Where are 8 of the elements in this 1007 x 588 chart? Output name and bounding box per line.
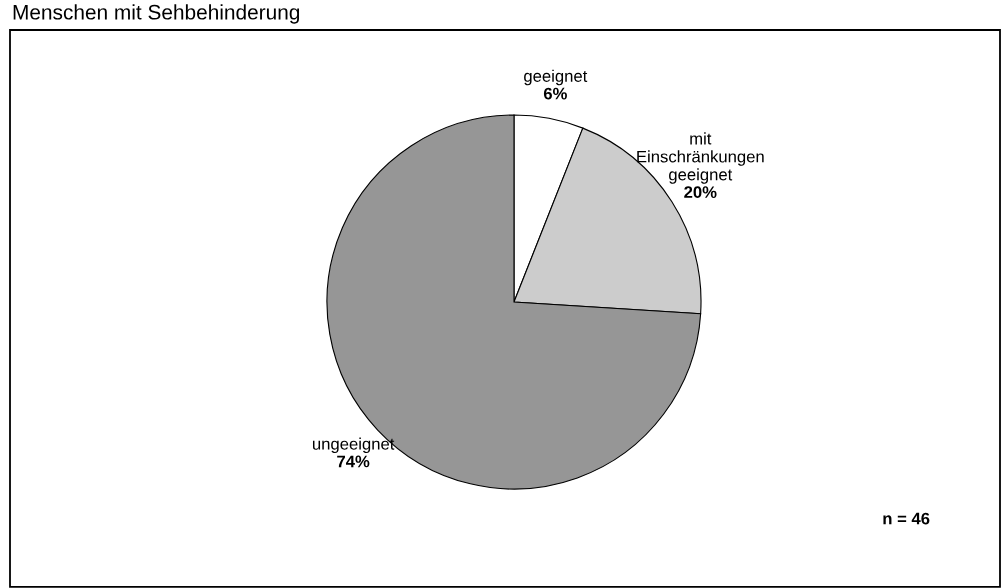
data-label: 74% [337, 455, 370, 468]
slice-label: ungeeignet [312, 437, 395, 454]
data-label: 6% [543, 87, 567, 100]
slice-label: mit Einschränkungen geeignet [637, 132, 764, 184]
data-label: 20% [684, 186, 717, 199]
text: n = 46 [883, 512, 930, 525]
slice-label: geeignet [524, 69, 588, 86]
chart-title: Menschen mit Sehbehinderung [13, 4, 300, 24]
